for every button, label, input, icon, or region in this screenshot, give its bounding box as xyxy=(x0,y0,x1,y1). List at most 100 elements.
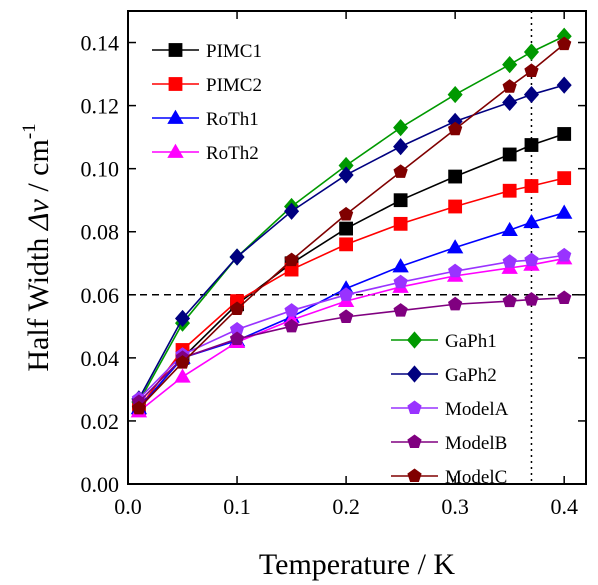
data-point xyxy=(448,199,463,214)
legend-label: ModelC xyxy=(445,467,507,488)
data-point xyxy=(524,252,539,267)
series-ModelC xyxy=(131,36,572,415)
y-axis-title-prefix: Half Width xyxy=(22,230,55,372)
series-ModelA xyxy=(131,247,572,405)
data-point xyxy=(524,63,539,77)
legend-item: RoTh2 xyxy=(152,143,259,164)
y-tick-label: 0.00 xyxy=(81,472,120,497)
data-point xyxy=(339,221,353,236)
data-point xyxy=(392,258,409,273)
x-tick-label: 0.1 xyxy=(223,494,251,519)
y-tick-label: 0.04 xyxy=(81,346,120,371)
legend-item: RoTh1 xyxy=(152,109,259,130)
legend-item: PIMC2 xyxy=(152,75,262,96)
data-point xyxy=(523,85,540,104)
data-point xyxy=(393,164,408,178)
data-point xyxy=(338,287,354,301)
y-tick-label: 0.02 xyxy=(81,409,120,434)
data-point xyxy=(501,221,518,237)
data-point xyxy=(502,55,518,74)
data-point xyxy=(174,309,191,328)
y-axis-title-exponent: -1 xyxy=(19,123,40,139)
data-point xyxy=(524,179,539,193)
y-tick-label: 0.10 xyxy=(81,157,120,182)
y-axis-title: Half Width Δν / cm-1 xyxy=(19,123,55,371)
y-axis-title-unit: / cm xyxy=(22,139,55,199)
data-point xyxy=(175,355,190,369)
series-ModelB xyxy=(131,290,572,409)
legend-marker xyxy=(407,434,422,449)
data-point xyxy=(174,368,191,383)
data-point xyxy=(557,36,572,51)
data-point xyxy=(448,169,463,184)
data-point xyxy=(393,216,408,231)
legend-marker xyxy=(167,143,184,158)
legend-item: ModelA xyxy=(391,399,509,420)
data-point xyxy=(555,204,573,219)
x-tick-label: 0.3 xyxy=(441,494,469,519)
data-point xyxy=(502,79,517,93)
legend-item: GaPh1 xyxy=(391,331,497,352)
data-point xyxy=(338,166,354,184)
data-point xyxy=(448,121,463,136)
legend-item: PIMC1 xyxy=(152,41,262,62)
series-line xyxy=(138,133,565,409)
y-tick-label: 0.14 xyxy=(81,31,120,56)
data-point xyxy=(557,247,572,262)
legend-marker xyxy=(168,43,183,57)
data-point xyxy=(284,318,299,333)
axis-ticks: 0.0 0.1 0.2 0.3 0.4 0.00 0.02 0.04 0.06 0.08 0.10 0… xyxy=(81,11,586,519)
data-point xyxy=(556,76,572,94)
data-point xyxy=(338,309,354,323)
series-line xyxy=(138,177,565,409)
legend: PIMC1 PIMC2 RoTh1 RoTh2 GaPh1 GaPh2 ModelA Mode… xyxy=(152,41,509,488)
plot-frame xyxy=(127,10,587,485)
data-point xyxy=(284,202,300,220)
data-point xyxy=(557,127,572,141)
series-line xyxy=(138,257,565,413)
legend-marker xyxy=(406,365,423,383)
series-line xyxy=(138,84,565,400)
data-point xyxy=(393,193,408,208)
data-point xyxy=(393,274,408,289)
legend-marker xyxy=(406,331,423,349)
data-point xyxy=(557,290,572,305)
x-tick-label: 0.0 xyxy=(114,494,142,519)
data-point xyxy=(229,301,245,316)
data-point xyxy=(229,331,245,346)
data-point xyxy=(446,239,464,254)
data-point xyxy=(523,43,540,61)
legend-item: ModelB xyxy=(391,433,507,454)
legend-top-left: PIMC1 PIMC2 RoTh1 RoTh2 xyxy=(152,41,262,164)
legend-marker xyxy=(168,77,183,91)
data-point xyxy=(502,93,518,112)
y-axis-title-symbol: Δν xyxy=(22,198,55,231)
data-point xyxy=(393,137,409,156)
y-tick-label: 0.08 xyxy=(81,220,120,245)
data-point xyxy=(131,400,147,415)
data-point xyxy=(523,213,540,229)
y-tick-label: 0.06 xyxy=(81,283,120,308)
data-point xyxy=(557,171,572,186)
legend-item: GaPh2 xyxy=(391,365,497,386)
legend-label: PIMC1 xyxy=(206,41,262,62)
data-point xyxy=(524,292,539,306)
x-tick-label: 0.4 xyxy=(550,494,578,519)
data-point xyxy=(448,296,463,311)
legend-marker xyxy=(407,468,422,483)
legend-marker xyxy=(407,400,422,415)
data-point xyxy=(502,147,517,162)
legend-label: PIMC2 xyxy=(206,75,262,96)
data-point xyxy=(338,206,354,221)
series-RoTh2 xyxy=(130,250,573,418)
legend-marker xyxy=(167,109,184,124)
data-point xyxy=(284,303,299,317)
data-point xyxy=(502,254,517,268)
y-tick-label: 0.12 xyxy=(81,94,120,119)
data-point xyxy=(448,263,463,278)
data-point xyxy=(502,293,517,308)
x-tick-label: 0.2 xyxy=(332,494,360,519)
legend-label: RoTh2 xyxy=(206,143,259,164)
series-layer xyxy=(130,27,573,418)
